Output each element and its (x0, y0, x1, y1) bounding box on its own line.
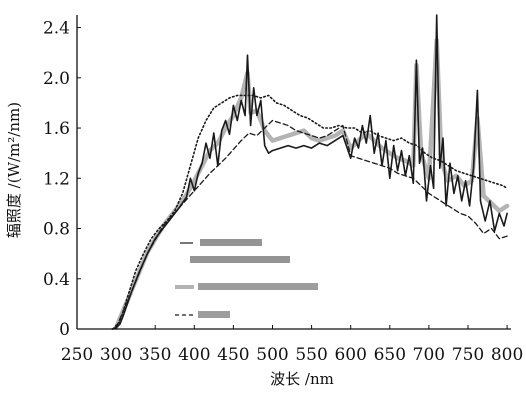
y-tick-label: 1.6 (43, 119, 70, 139)
x-tick-label: 600 (334, 345, 366, 365)
x-tick-label: 750 (452, 345, 484, 365)
x-tick-label: 800 (491, 345, 523, 365)
legend-entry-2 (190, 256, 290, 263)
legend-entry-3 (175, 283, 318, 290)
series-line-dashed (115, 119, 508, 329)
x-tick-label: 350 (139, 345, 171, 365)
x-tick-label: 700 (413, 345, 445, 365)
x-tick-label: 450 (217, 345, 249, 365)
x-tick-label: 650 (374, 345, 406, 365)
x-axis-label: 波长 /nm (270, 370, 334, 388)
axes: 250 300 350 400 450 500 550 600 650 700 750 800 0 0.4… (43, 15, 523, 365)
x-tick-label: 300 (100, 345, 132, 365)
legend (175, 239, 318, 318)
legend-entry-1 (180, 239, 262, 246)
y-tick-label: 2.4 (43, 19, 70, 39)
y-tick-label: 0 (59, 320, 70, 340)
x-tick-label: 250 (61, 345, 93, 365)
x-tick-label: 400 (178, 345, 210, 365)
y-tick-label: 1.2 (43, 169, 70, 189)
series-layer (111, 14, 510, 330)
x-tick-label: 500 (256, 345, 288, 365)
x-tick-label: 550 (295, 345, 327, 365)
legend-entry-4 (175, 311, 230, 318)
y-tick-label: 0.8 (43, 220, 70, 240)
y-axis-label: 辐照度 /(W/m²/nm) (5, 102, 23, 238)
series-line-solid-dark (111, 14, 508, 330)
y-tick-label: 2.0 (43, 69, 70, 89)
y-tick-label: 0.4 (43, 270, 70, 290)
